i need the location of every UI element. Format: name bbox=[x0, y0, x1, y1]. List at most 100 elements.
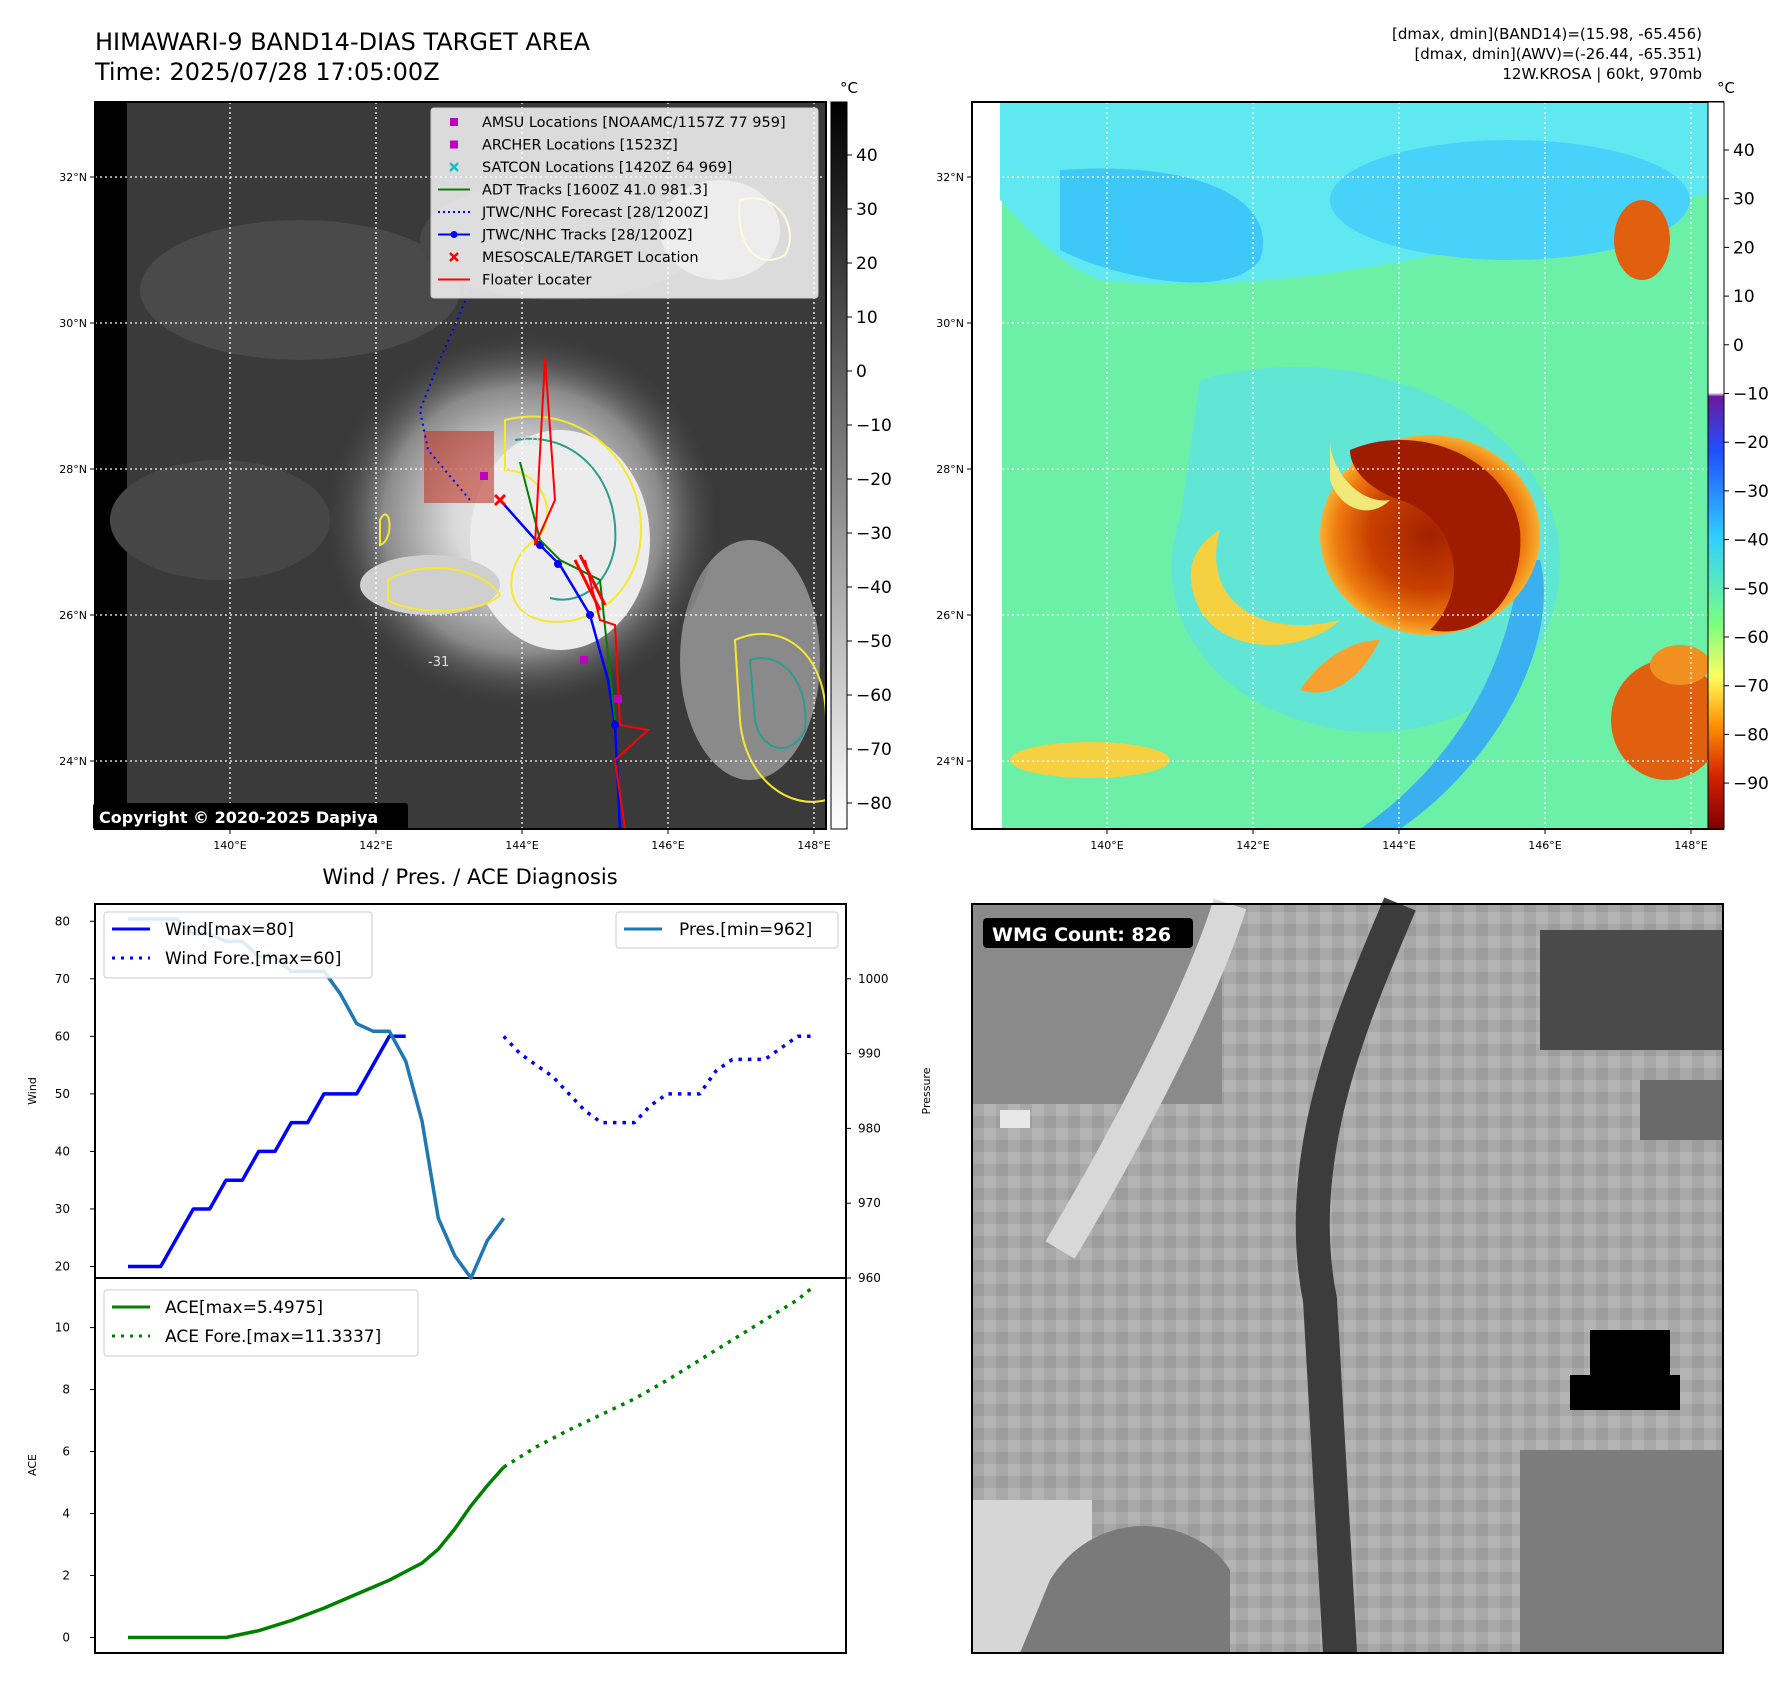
colorbar-tick-label: 40 bbox=[856, 146, 878, 166]
ace-axis-label: ACE bbox=[26, 1454, 39, 1476]
ir-legend-label: JTWC/NHC Forecast [28/1200Z] bbox=[481, 205, 708, 221]
awv-colorbar bbox=[1707, 101, 1725, 830]
ir-legend-item: JTWC/NHC Forecast [28/1200Z] bbox=[438, 205, 708, 221]
lon-tick-label: 146°E bbox=[651, 839, 684, 852]
lon-tick-label: 140°E bbox=[1090, 839, 1123, 852]
stats-line-2: [dmax, dmin](AWV)=(-26.44, -65.351) bbox=[1414, 45, 1702, 63]
contour-label-1: -60 bbox=[518, 435, 539, 450]
lon-tick-label: 142°E bbox=[359, 839, 392, 852]
lat-tick-label: 28°N bbox=[936, 463, 964, 476]
wmg-panel bbox=[972, 897, 1723, 1654]
awv-map bbox=[972, 102, 1723, 829]
colorbar-tick-label: −10 bbox=[1733, 385, 1769, 405]
ir-legend-item: AMSU Locations [NOAAMC/1157Z 77 959] bbox=[450, 115, 786, 131]
lon-tick-label: 142°E bbox=[1236, 839, 1269, 852]
colorbar-tick-label: −70 bbox=[856, 740, 892, 760]
colorbar-tick-label: −30 bbox=[856, 524, 892, 544]
ir-legend-label: ADT Tracks [1600Z 41.0 981.3] bbox=[482, 183, 708, 199]
floater-locater bbox=[534, 357, 651, 829]
colorbar-tick-label: 40 bbox=[1733, 141, 1755, 161]
colorbar-tick-label: −70 bbox=[1733, 677, 1769, 697]
y-tick-label: 10 bbox=[55, 1321, 70, 1335]
lon-tick-label: 144°E bbox=[505, 839, 538, 852]
ir-legend-item: ADT Tracks [1600Z 41.0 981.3] bbox=[438, 183, 708, 199]
colorbar-tick-label: 30 bbox=[856, 200, 878, 220]
jtwc-forecast-track bbox=[418, 289, 471, 501]
colorbar-tick-label: 0 bbox=[1733, 336, 1744, 356]
colorbar-tick-label: 20 bbox=[1733, 238, 1755, 258]
y-tick-label: 20 bbox=[55, 1259, 70, 1273]
ir-colorbar-unit: °C bbox=[840, 79, 858, 97]
colorbar-tick-label: 0 bbox=[856, 362, 867, 382]
ir-lon-ticks: 140°E 142°E 144°E 146°E 148°E bbox=[213, 829, 831, 852]
colorbar-tick-label: −60 bbox=[856, 686, 892, 706]
wind-legend: Wind[max=80] Wind Fore.[max=60] bbox=[103, 911, 373, 979]
colorbar-tick-label: −60 bbox=[1733, 628, 1769, 648]
awv-colorbar-ticks: 40 30 20 10 0 −10 −20 −30 −40 −50 −60 −70 −80 −90 bbox=[1724, 141, 1769, 794]
contour-label-2: -31 bbox=[428, 655, 449, 670]
colorbar-tick-label: −30 bbox=[1733, 482, 1769, 502]
series-line-0 bbox=[128, 1465, 506, 1640]
lat-tick-label: 32°N bbox=[936, 171, 964, 184]
ace-legend: ACE[max=5.4975] ACE Fore.[max=11.3337] bbox=[103, 1289, 419, 1357]
colorbar-tick-label: −80 bbox=[1733, 725, 1769, 745]
y-right-tick-label: 1000 bbox=[858, 972, 889, 986]
ir-legend-label: MESOSCALE/TARGET Location bbox=[482, 250, 699, 266]
ir-legend: AMSU Locations [NOAAMC/1157Z 77 959] ARCH… bbox=[430, 107, 819, 299]
ir-legend-item: Floater Locater bbox=[438, 273, 591, 289]
y-tick-label: 2 bbox=[62, 1569, 70, 1583]
ir-legend-label: SATCON Locations [1420Z 64 969] bbox=[482, 160, 732, 176]
wind-axis-label: Wind bbox=[26, 1077, 39, 1105]
lon-tick-label: 148°E bbox=[797, 839, 830, 852]
y-tick-label: 60 bbox=[55, 1029, 70, 1043]
ir-legend-item: SATCON Locations [1420Z 64 969] bbox=[449, 160, 732, 176]
series-line-0 bbox=[128, 1034, 406, 1269]
wmg-count-label: WMG Count: 826 bbox=[992, 924, 1171, 946]
y-tick-label: 6 bbox=[62, 1445, 70, 1459]
colorbar-tick-label: 10 bbox=[856, 308, 878, 328]
y-tick-label: 4 bbox=[62, 1507, 70, 1521]
colorbar-tick-label: −50 bbox=[856, 632, 892, 652]
copyright-text: Copyright © 2020-2025 Dapiya bbox=[99, 808, 378, 827]
colorbar-tick-label: −90 bbox=[1733, 774, 1769, 794]
ace-chart: 0 2 4 6 8 10 bbox=[55, 1284, 816, 1645]
lon-tick-label: 140°E bbox=[213, 839, 246, 852]
lat-tick-label: 26°N bbox=[59, 609, 87, 622]
colorbar-tick-label: −50 bbox=[1733, 579, 1769, 599]
y-tick-label: 8 bbox=[62, 1383, 70, 1397]
ir-legend-label: ARCHER Locations [1523Z] bbox=[482, 138, 678, 154]
awv-colorbar-unit: °C bbox=[1717, 79, 1735, 97]
stats-line-3: 12W.KROSA | 60kt, 970mb bbox=[1502, 65, 1702, 83]
pressure-axis-label: Pressure bbox=[920, 1067, 933, 1114]
lat-tick-label: 24°N bbox=[59, 755, 87, 768]
lat-tick-label: 32°N bbox=[59, 171, 87, 184]
ir-colorbar-ticks: 40 30 20 10 0 −10 −20 −30 −40 −50 −60 −70 −80 bbox=[847, 146, 892, 814]
ir-legend-item: JTWC/NHC Tracks [28/1200Z] bbox=[438, 228, 693, 244]
ir-legend-label: AMSU Locations [NOAAMC/1157Z 77 959] bbox=[482, 115, 786, 131]
colorbar-tick-label: −80 bbox=[856, 794, 892, 814]
ace-legend-label: ACE[max=5.4975] bbox=[165, 1298, 323, 1318]
y-right-tick-label: 960 bbox=[858, 1271, 881, 1285]
y-right-tick-label: 980 bbox=[858, 1121, 881, 1135]
colorbar-tick-label: −40 bbox=[1733, 531, 1769, 551]
ir-legend-item: ARCHER Locations [1523Z] bbox=[450, 138, 678, 154]
stats-line-1: [dmax, dmin](BAND14)=(15.98, -65.456) bbox=[1392, 25, 1702, 43]
colorbar-tick-label: 30 bbox=[1733, 190, 1755, 210]
wind-legend-label: Wind[max=80] bbox=[165, 920, 294, 940]
y-right-tick-label: 970 bbox=[858, 1196, 881, 1210]
colorbar-tick-label: −20 bbox=[856, 470, 892, 490]
ace-fore-legend-label: ACE Fore.[max=11.3337] bbox=[165, 1327, 381, 1347]
y-tick-label: 50 bbox=[55, 1087, 70, 1101]
y-tick-label: 40 bbox=[55, 1144, 70, 1158]
awv-lat-ticks: 32°N 30°N 28°N 26°N 24°N bbox=[936, 171, 972, 768]
diagnosis-title: Wind / Pres. / ACE Diagnosis bbox=[322, 865, 617, 889]
pressure-legend-label: Pres.[min=962] bbox=[679, 920, 812, 940]
adt-track bbox=[519, 461, 616, 721]
y-tick-label: 70 bbox=[55, 972, 70, 986]
colorbar-tick-label: 10 bbox=[1733, 287, 1755, 307]
y-tick-label: 30 bbox=[55, 1202, 70, 1216]
ir-legend-item: MESOSCALE/TARGET Location bbox=[449, 250, 699, 266]
lon-tick-label: 148°E bbox=[1674, 839, 1707, 852]
y-tick-label: 80 bbox=[55, 914, 70, 928]
